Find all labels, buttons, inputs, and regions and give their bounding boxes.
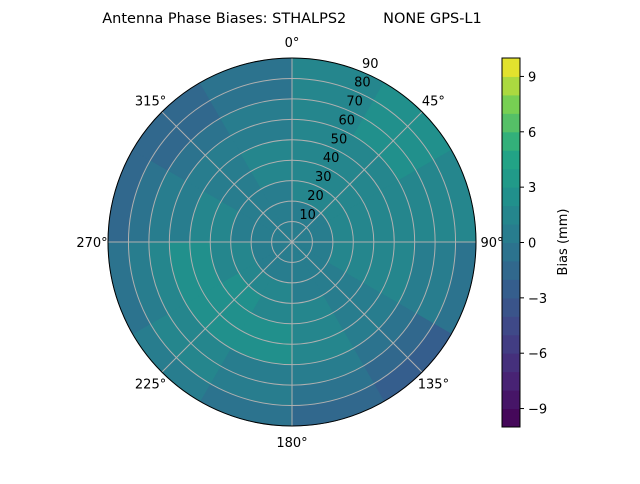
colorbar-level — [502, 205, 520, 225]
chart-title: Antenna Phase Biases: STHALPS2 NONE GPS-… — [102, 11, 482, 27]
colorbar-tick-label: −9 — [528, 403, 547, 418]
colorbar-level — [502, 76, 520, 96]
colorbar-level — [502, 168, 520, 188]
colorbar-level — [502, 260, 520, 280]
r-tick-label: 10 — [299, 208, 316, 223]
colorbar-level — [502, 408, 520, 428]
colorbar-level — [502, 187, 520, 207]
colorbar-label: Bias (mm) — [556, 209, 571, 276]
theta-gridline — [161, 111, 293, 243]
colorbar-level — [502, 390, 520, 410]
colorbar-tick-label: −3 — [528, 292, 547, 307]
colorbar-level — [502, 353, 520, 373]
colorbar-level — [502, 58, 520, 77]
r-tick-label: 50 — [331, 132, 348, 147]
theta-tick-label: 225° — [135, 377, 166, 392]
colorbar-level — [502, 131, 520, 151]
colorbar-level — [502, 224, 520, 243]
theta-tick-labels: 0° 45° 90° 135° 180° 225° 270° 315° — [76, 36, 503, 451]
colorbar-level — [502, 371, 520, 391]
theta-gridline — [161, 241, 293, 373]
r-tick-label: 60 — [338, 113, 355, 128]
colorbar-tick-label: 0 — [528, 237, 536, 252]
theta-tick-label: 315° — [135, 95, 166, 110]
colorbar: −9 −6 −3 0 3 6 9 — [501, 57, 547, 428]
polar-frame — [107, 57, 477, 427]
theta-tick-label: 270° — [76, 236, 107, 251]
colorbar-tick-label: 9 — [528, 70, 536, 85]
colorbar-level — [502, 316, 520, 336]
r-tick-label: 40 — [323, 151, 340, 166]
theta-tick-label: 135° — [418, 377, 449, 392]
r-tick-label: 30 — [315, 170, 332, 185]
theta-gridline — [291, 241, 423, 373]
theta-tick-label: 45° — [422, 95, 445, 110]
colorbar-tick-label: 3 — [528, 181, 536, 196]
colorbar-level — [502, 242, 520, 262]
r-tick-label: 70 — [346, 95, 363, 110]
colorbar-level — [502, 94, 520, 114]
colorbar-tick-label: −6 — [528, 347, 547, 362]
polar-grid — [108, 58, 476, 426]
r-tick-label: 80 — [354, 76, 371, 91]
colorbar-level — [502, 113, 520, 133]
colorbar-tick-label: 6 — [528, 126, 536, 141]
colorbar-level — [502, 334, 520, 354]
theta-tick-label: 90° — [480, 236, 503, 251]
colorbar-level — [502, 279, 520, 299]
theta-tick-label: 180° — [276, 436, 307, 451]
r-tick-labels: 10 20 30 40 50 60 70 80 90 — [299, 57, 378, 223]
colorbar-level — [502, 150, 520, 170]
colorbar-level — [502, 297, 520, 317]
theta-tick-label: 0° — [285, 36, 300, 51]
r-tick-label: 90 — [362, 57, 379, 72]
r-tick-label: 20 — [307, 189, 324, 204]
theta-gridline — [291, 111, 423, 243]
